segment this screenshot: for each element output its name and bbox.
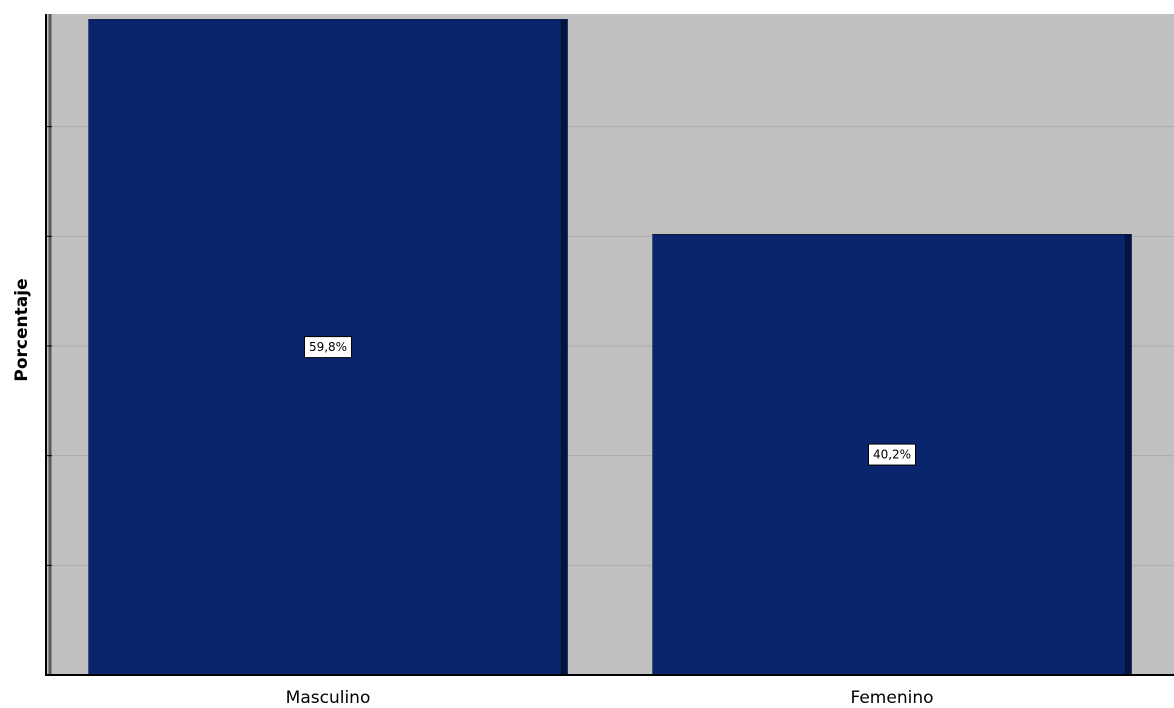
x-tick-label: Femenino [851,688,934,708]
category-labels: Masculino Femenino [286,688,934,708]
bar-shadow [560,19,568,675]
data-label-box [304,336,352,359]
y-axis-ticks [45,126,52,566]
data-label: 40,2% [873,448,911,462]
data-label-box [868,443,916,466]
bar-shadow [1124,234,1132,675]
data-label: 59,8% [309,340,347,354]
y-axis-label: Porcentaje [12,278,32,381]
data-labels: 59,8% 40,2% [304,336,916,466]
x-tick-label: Masculino [286,688,371,708]
